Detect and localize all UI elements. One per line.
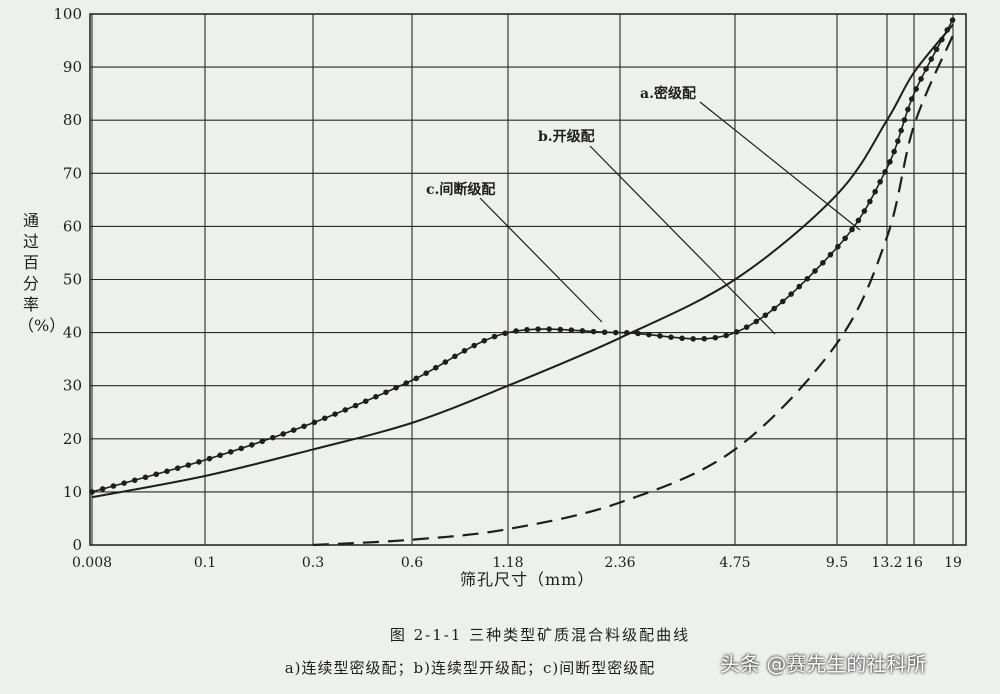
x-tick-label: 0.6 [401,555,423,571]
y-tick-label: 60 [63,217,82,235]
x-axis-label: 筛孔尺寸（mm） [460,570,595,589]
y-tick-label: 90 [63,58,82,76]
y-tick-label: 70 [63,164,82,182]
x-tick-label: 9.5 [826,555,848,571]
x-tick-label: 16 [905,555,923,571]
series-label: b.开级配 [538,128,595,145]
series-line-open [312,34,955,547]
y-tick-label: 20 [63,430,82,448]
series-beads-gap [89,16,956,495]
x-tick-label: 0.008 [72,555,112,571]
y-tick-label: 30 [63,377,82,395]
y-tick-label: 80 [63,111,82,129]
series-leader-line [589,145,776,335]
series-line-dense [91,23,954,499]
y-tick-label: 0 [72,536,82,554]
x-tick-label: 4.75 [719,555,750,571]
x-tick-label: 13.2 [871,555,902,571]
series-leader-line [699,101,861,231]
x-tick-label: 0.1 [194,555,216,571]
y-tick-label: 50 [63,271,82,289]
y-axis-label: 通过百分率（%） [18,211,66,335]
x-tick-label: 19 [944,555,962,571]
series-label: c.间断级配 [426,181,495,198]
series-leader-line [479,197,603,323]
series-line-gap [91,18,954,493]
x-tick-label: 1.18 [492,555,523,571]
x-tick-label: 0.3 [302,555,324,571]
x-tick-label: 2.36 [604,555,635,571]
watermark: 头条 @赛先生的社科所 [720,652,927,676]
y-tick-label: 40 [63,324,82,342]
y-tick-label: 100 [53,5,82,23]
figure-title: 图 2-1-1 三种类型矿质混合料级配曲线 [389,626,691,644]
y-tick-label: 10 [63,483,82,501]
figure-subtitle: a)连续型密级配；b)连续型开级配；c)间断型密级配 [284,659,656,677]
series-label: a.密级配 [640,85,696,102]
